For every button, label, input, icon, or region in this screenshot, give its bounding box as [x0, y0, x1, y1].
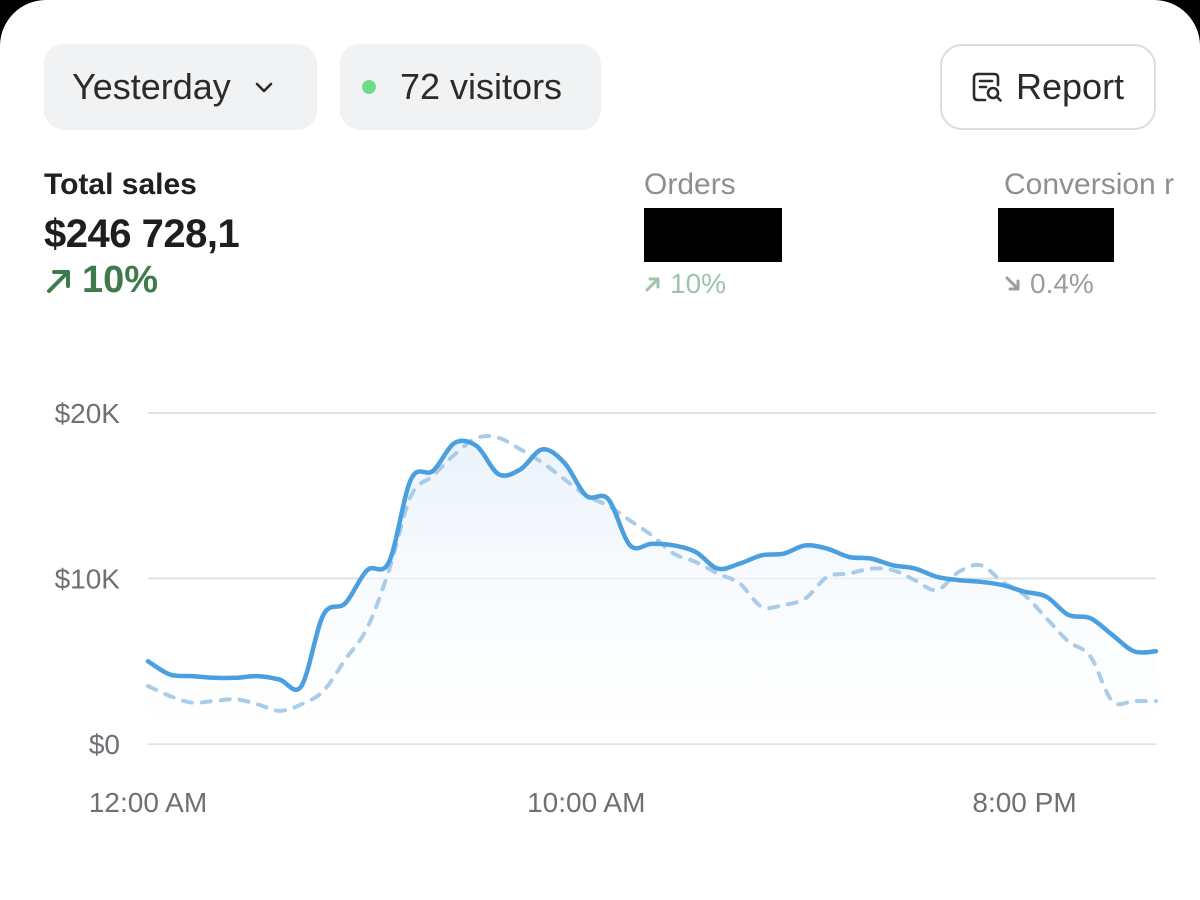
- y-tick-label: $10K: [55, 564, 121, 595]
- total-sales-delta-value: 10%: [82, 259, 159, 301]
- live-status-dot: [362, 80, 376, 94]
- x-tick-label: 10:00 AM: [527, 787, 645, 818]
- total-sales-label: Total sales: [44, 168, 197, 201]
- chevron-down-icon: [255, 82, 273, 93]
- report-search-icon: [972, 72, 1002, 102]
- x-tick-label: 8:00 PM: [972, 787, 1076, 818]
- current-period-line: [145, 438, 1159, 692]
- live-visitors-badge[interactable]: 72 visitors: [340, 44, 601, 130]
- orders-delta: 10%: [644, 268, 782, 300]
- arrow-up-right-icon: [47, 269, 70, 293]
- arrow-up-right-icon: [645, 277, 660, 292]
- previous-period-line: [146, 434, 1158, 713]
- orders-value-redacted: [644, 208, 782, 262]
- date-range-dropdown[interactable]: Yesterday: [44, 44, 317, 130]
- y-tick-label: $20K: [55, 398, 121, 429]
- conversion-delta: 0.4%: [1004, 268, 1174, 300]
- total-sales-delta: 10%: [44, 259, 239, 302]
- sales-line-chart: $20K $10K $0 12:00 AM 10:00 AM 8:00 PM: [55, 398, 1159, 818]
- date-range-label: Yesterday: [72, 66, 231, 107]
- orders-metric[interactable]: Orders 10%: [644, 168, 782, 300]
- x-tick-label: 12:00 AM: [89, 787, 207, 818]
- report-button[interactable]: Report: [940, 44, 1156, 130]
- conversion-delta-value: 0.4%: [1030, 268, 1094, 299]
- orders-delta-value: 10%: [670, 268, 727, 299]
- visitors-count: 72 visitors: [400, 66, 563, 107]
- orders-label: Orders: [644, 168, 736, 201]
- conversion-value-redacted: [998, 208, 1114, 262]
- y-tick-label: $0: [89, 729, 120, 760]
- conversion-label: Conversion r: [1004, 168, 1175, 201]
- current-period-area: [148, 440, 1156, 744]
- arrow-down-right-icon: [1005, 276, 1020, 291]
- total-sales-value: $246 728,1: [44, 212, 240, 256]
- conversion-metric[interactable]: Conversion r 0.4%: [998, 168, 1175, 300]
- total-sales-metric[interactable]: Total sales $246 728,1 10%: [44, 168, 240, 302]
- report-button-label: Report: [1016, 66, 1125, 107]
